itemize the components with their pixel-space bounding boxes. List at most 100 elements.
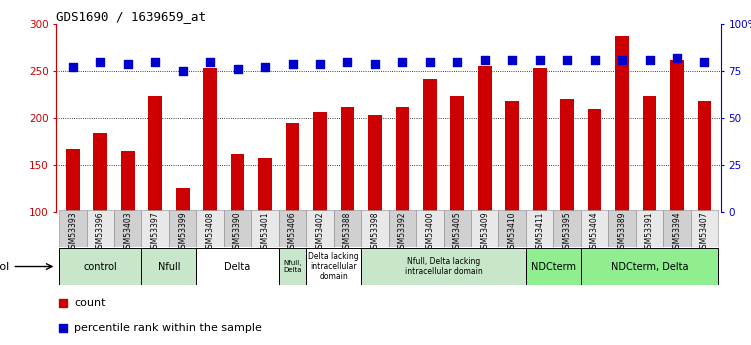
Bar — [141, 210, 169, 247]
Text: control: control — [83, 262, 117, 272]
Text: GSM53394: GSM53394 — [672, 211, 681, 253]
Point — [57, 300, 69, 306]
Bar — [526, 248, 581, 285]
Bar — [478, 67, 492, 306]
Point — [369, 61, 381, 66]
Bar — [553, 210, 581, 247]
Text: GSM53400: GSM53400 — [425, 211, 434, 253]
Bar — [423, 79, 436, 306]
Bar — [306, 210, 333, 247]
Text: GDS1690 / 1639659_at: GDS1690 / 1639659_at — [56, 10, 207, 23]
Text: count: count — [74, 298, 106, 308]
Bar — [698, 101, 711, 306]
Text: GSM53409: GSM53409 — [481, 211, 489, 253]
Point — [67, 65, 79, 70]
Point — [424, 59, 436, 65]
Point — [534, 57, 546, 63]
Bar — [588, 109, 602, 306]
Text: Nfull,
Delta: Nfull, Delta — [283, 260, 302, 273]
Bar — [224, 210, 252, 247]
Bar — [471, 210, 499, 247]
Point — [122, 61, 134, 66]
Bar — [451, 96, 464, 306]
Bar — [691, 210, 718, 247]
Bar — [169, 210, 197, 247]
Point — [314, 61, 326, 66]
Point — [561, 57, 573, 63]
Bar — [279, 210, 306, 247]
Bar — [59, 210, 86, 247]
Point — [149, 59, 161, 65]
Bar — [252, 210, 279, 247]
Text: GSM53398: GSM53398 — [370, 211, 379, 253]
Text: protocol: protocol — [0, 262, 10, 272]
Point — [57, 325, 69, 331]
Text: GSM53396: GSM53396 — [96, 211, 105, 253]
Bar — [560, 99, 574, 306]
Bar — [149, 96, 162, 306]
Bar — [444, 210, 471, 247]
Text: GSM53402: GSM53402 — [315, 211, 324, 253]
Bar — [313, 111, 327, 306]
Bar — [361, 210, 388, 247]
Text: GSM53390: GSM53390 — [233, 211, 242, 253]
Bar — [204, 68, 217, 306]
Bar — [121, 151, 134, 306]
Point — [342, 59, 354, 65]
Text: GSM53399: GSM53399 — [178, 211, 187, 253]
Point — [698, 59, 710, 65]
Point — [506, 57, 518, 63]
Bar — [581, 210, 608, 247]
Bar — [285, 123, 300, 306]
Bar — [670, 60, 684, 306]
Bar — [396, 107, 409, 306]
Text: GSM53403: GSM53403 — [123, 211, 132, 253]
Bar — [499, 210, 526, 247]
Point — [589, 57, 601, 63]
Bar — [86, 210, 114, 247]
Bar — [114, 210, 141, 247]
Text: GSM53408: GSM53408 — [206, 211, 215, 253]
Bar — [416, 210, 444, 247]
Bar — [643, 96, 656, 306]
Text: GSM53389: GSM53389 — [617, 211, 626, 253]
Text: Nfull: Nfull — [158, 262, 180, 272]
Text: GSM53395: GSM53395 — [562, 211, 572, 253]
Bar — [176, 188, 189, 306]
Bar — [341, 107, 354, 306]
Point — [644, 57, 656, 63]
Bar — [608, 210, 636, 247]
Bar — [505, 101, 519, 306]
Bar — [532, 68, 547, 306]
Point — [204, 59, 216, 65]
Point — [616, 57, 628, 63]
Point — [176, 68, 189, 74]
Text: NDCterm, Delta: NDCterm, Delta — [611, 262, 689, 272]
Text: Delta: Delta — [225, 262, 251, 272]
Point — [451, 59, 463, 65]
Text: GSM53393: GSM53393 — [68, 211, 77, 253]
Bar — [615, 36, 629, 306]
Text: GSM53406: GSM53406 — [288, 211, 297, 253]
Text: GSM53404: GSM53404 — [590, 211, 599, 253]
Point — [231, 67, 243, 72]
Bar — [141, 248, 197, 285]
Bar — [581, 248, 718, 285]
Bar — [636, 210, 663, 247]
Bar — [526, 210, 553, 247]
Bar — [93, 133, 107, 306]
Bar — [279, 248, 306, 285]
Text: percentile rank within the sample: percentile rank within the sample — [74, 323, 262, 333]
Text: Delta lacking
intracellular
domain: Delta lacking intracellular domain — [309, 252, 359, 281]
Bar — [333, 210, 361, 247]
Point — [259, 65, 271, 70]
Bar — [368, 115, 382, 306]
Bar — [66, 149, 80, 306]
Bar — [306, 248, 361, 285]
Bar — [258, 158, 272, 306]
Bar — [389, 210, 416, 247]
Text: GSM53391: GSM53391 — [645, 211, 654, 253]
Point — [671, 55, 683, 61]
Point — [397, 59, 409, 65]
Text: GSM53407: GSM53407 — [700, 211, 709, 253]
